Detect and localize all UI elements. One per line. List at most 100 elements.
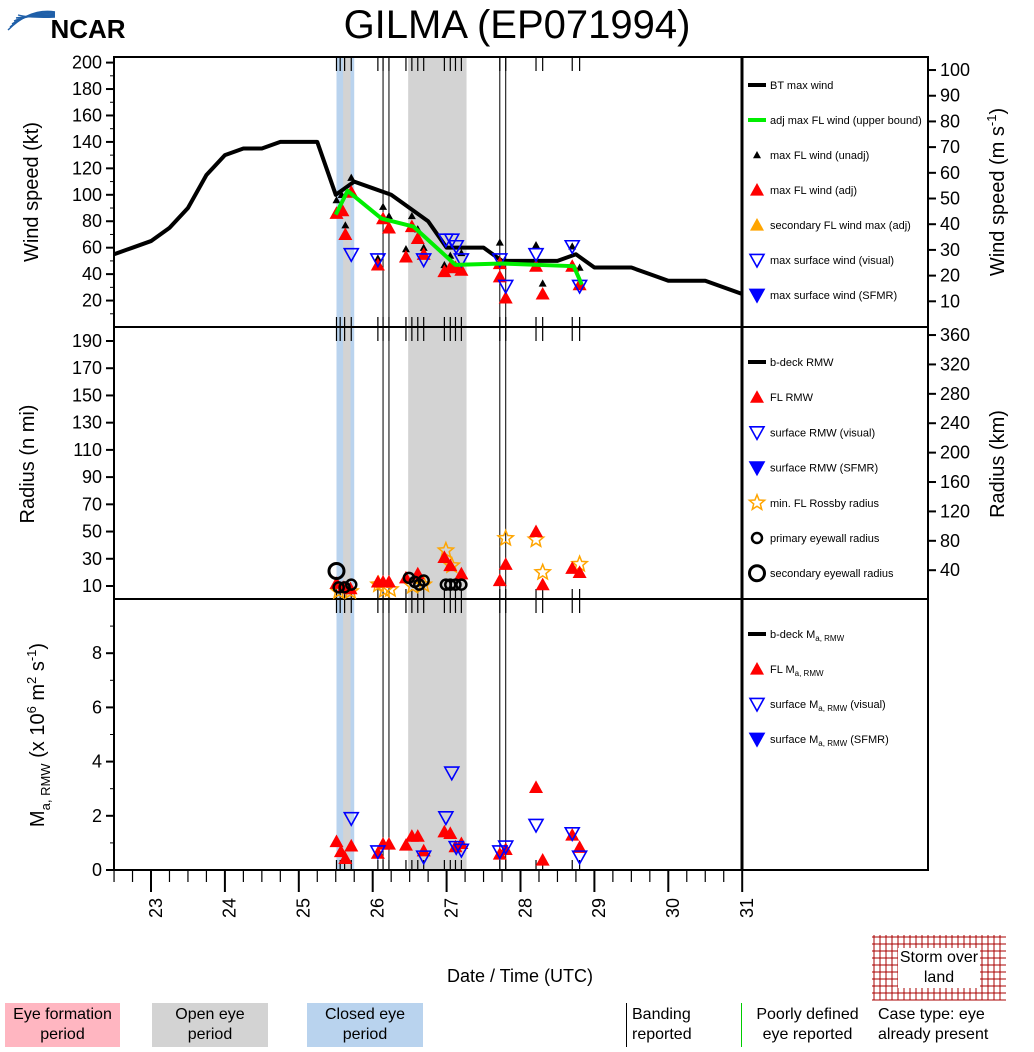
- label-part: M: [27, 810, 49, 827]
- surface-ma-visual-point: [443, 766, 461, 782]
- legend-marker-circle: [750, 531, 764, 545]
- label-part: ): [27, 643, 49, 650]
- y-axis-label-radius: Radius (n mi): [17, 405, 39, 524]
- fl-wind-unadj-point: [373, 254, 382, 262]
- legend-marker-up: [750, 662, 764, 675]
- y-tick-label: 6: [92, 697, 102, 717]
- y-tick-label: 2: [92, 806, 102, 826]
- fl-wind-unadj-point: [332, 196, 341, 204]
- legend-label: b-deck RMW: [770, 357, 834, 369]
- legend-label: FL RMW: [770, 392, 814, 404]
- closed-eye-label: Closed eye period: [324, 1006, 406, 1043]
- surface-ma-visual-point: [497, 840, 515, 856]
- y-right-tick-label: 200: [940, 443, 970, 463]
- legend-label: max surface wind (SFMR): [770, 290, 897, 302]
- legend-item: FL Ma, RMW: [750, 662, 824, 678]
- y-right-tick-label: 100: [940, 60, 970, 80]
- y-tick-label: 120: [72, 158, 102, 178]
- rossby-radius-point: [533, 562, 553, 581]
- ncar-logo: NCAR: [7, 10, 126, 44]
- surface-wind-visual-point: [453, 253, 470, 269]
- y-tick-label: 60: [82, 238, 102, 258]
- fl-rmw-point: [572, 565, 587, 578]
- legend-text: surface M: [770, 699, 818, 711]
- legend-text: FL RMW: [770, 392, 814, 404]
- x-tick-label: 23: [146, 898, 166, 918]
- fl-wind-unadj-point: [407, 211, 416, 220]
- y-right-tick-label: 80: [940, 531, 960, 551]
- legend-label: surface RMW (visual): [770, 427, 875, 439]
- label-part: 6: [24, 706, 39, 713]
- label-part: s: [27, 661, 49, 677]
- y-tick-label: 100: [72, 185, 102, 205]
- label-part: m: [27, 684, 49, 706]
- fl-wind-unadj-point: [440, 260, 449, 269]
- legend-label: secondary eyewall radius: [770, 568, 894, 580]
- banding-line-swatch: [626, 1003, 627, 1047]
- fl-wind-unadj-point: [347, 173, 356, 181]
- fl-rmw-point: [529, 524, 544, 538]
- x-tick-label: 29: [589, 898, 609, 918]
- logo-swoosh: [17, 14, 56, 18]
- fl-wind-unadj-point: [341, 221, 350, 229]
- surface-ma-visual-point: [571, 850, 588, 866]
- y-tick-label: 90: [82, 467, 102, 487]
- legend-label: surface Ma, RMW (SFMR): [770, 734, 889, 748]
- y-tick-label: 30: [82, 549, 102, 569]
- y-right-tick-label: 360: [940, 325, 970, 345]
- x-tick-label: 25: [294, 898, 314, 918]
- storm-over-land-label: Storm over land: [898, 948, 980, 988]
- y-right-tick-label: 30: [940, 240, 960, 260]
- legend-text: surface RMW (visual): [770, 427, 875, 439]
- x-tick-label: 26: [367, 898, 387, 918]
- fl-wind-adj-point: [381, 220, 396, 234]
- y-tick-label: 190: [72, 331, 102, 351]
- y-axis-label-wind-ms: Wind speed (m s-1): [984, 108, 1009, 276]
- fl-ma-point: [410, 829, 425, 842]
- fl-wind-unadj-point: [379, 202, 388, 210]
- open-eye-label: Open eye period: [175, 1006, 245, 1043]
- label-part: -1: [984, 115, 999, 127]
- surface-wind-visual-point: [342, 247, 360, 263]
- legend-item: min. FL Rossby radius: [747, 492, 880, 511]
- y-right-tick-label: 90: [940, 86, 960, 106]
- legend-item: b-deck Ma, RMW: [748, 629, 845, 643]
- poorly-defined-label: Poorly defined eye reported: [756, 1006, 859, 1043]
- legend-item: adj max FL wind (upper bound): [748, 115, 922, 127]
- fl-wind-adj-point: [398, 249, 413, 263]
- legend-marker-big-circle: [748, 564, 766, 583]
- y-tick-label: 40: [82, 264, 102, 284]
- x-tick-label: 28: [515, 898, 535, 918]
- primary-eyewall-point: [449, 578, 462, 591]
- legend-label: surface RMW (SFMR): [770, 463, 878, 475]
- legend-marker-star: [747, 492, 767, 511]
- legend-text: max surface wind (SFMR): [770, 290, 897, 302]
- adj-max-fl-wind-line: [333, 188, 584, 286]
- surface-wind-visual-point: [497, 279, 515, 295]
- legend-item: BT max wind: [748, 80, 833, 92]
- legend-label: b-deck Ma, RMW: [770, 629, 845, 643]
- y-right-tick-label: 20: [940, 266, 960, 286]
- legend-marker-up: [750, 218, 764, 231]
- page-title: GILMA (EP071994): [343, 3, 691, 47]
- fl-wind-adj-point: [535, 286, 550, 300]
- closed-eye-swatch: [307, 1003, 423, 1047]
- fl-ma-point: [572, 840, 587, 853]
- legend-text: adj max FL wind (upper bound): [770, 115, 922, 127]
- fl-ma-point: [416, 843, 431, 857]
- legend-item: surface Ma, RMW (SFMR): [748, 732, 889, 748]
- fl-wind-adj-point: [338, 227, 353, 241]
- y-right-tick-label: 320: [940, 354, 970, 374]
- fl-rmw-point: [381, 574, 396, 588]
- fl-ma-point: [338, 851, 353, 864]
- y-axis-label-ma: Ma, RMW (x 106 m2 s-1): [24, 643, 53, 827]
- y-tick-label: 80: [82, 211, 102, 231]
- label-part: (x 10: [27, 713, 49, 763]
- y-axis-label-wind: Wind speed (kt): [21, 122, 43, 262]
- y-tick-label: 130: [72, 413, 102, 433]
- legend-item: surface RMW (SFMR): [748, 461, 878, 477]
- primary-eyewall-point: [417, 574, 430, 587]
- y-right-tick-label: 40: [940, 560, 960, 580]
- legend-text: secondary eyewall radius: [770, 568, 894, 580]
